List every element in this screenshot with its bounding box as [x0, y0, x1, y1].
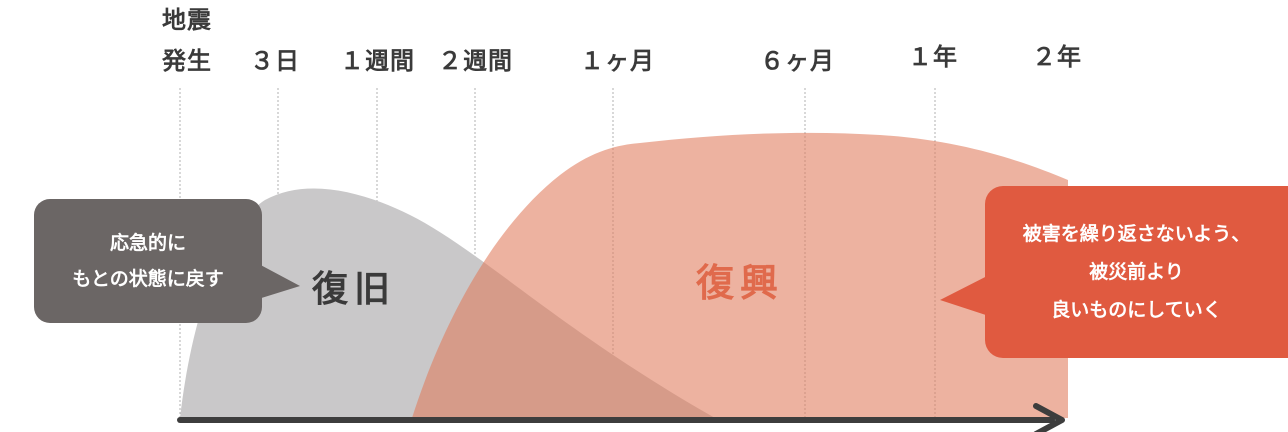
right-callout-pointer: [940, 272, 995, 318]
time-tick-label: １週間: [340, 47, 415, 75]
time-tick-label: 地震: [162, 6, 212, 34]
right-callout: 被害を繰り返さないよう、 被災前より 良いものにしていく: [985, 186, 1288, 358]
right-callout-line: 被害を繰り返さないよう、: [1022, 223, 1251, 245]
left-callout: 応急的に もとの状態に戻す: [34, 199, 262, 323]
time-tick-label: 発生: [162, 47, 212, 75]
reconstruction-label: 復興: [696, 261, 785, 305]
time-axis-arrowhead: [1033, 403, 1065, 432]
right-callout-line: 良いものにしていく: [1051, 299, 1222, 321]
time-tick-label: ２年: [1032, 43, 1082, 71]
left-callout-line: もとの状態に戻す: [72, 268, 224, 290]
time-tick-label: １ヶ月: [580, 47, 655, 75]
left-callout-line: 応急的に: [109, 232, 186, 254]
time-tick-label: １年: [908, 43, 958, 71]
left-callout-pointer: [255, 262, 300, 300]
time-tick-label: ６ヶ月: [760, 47, 835, 75]
right-callout-line: 被災前より: [1089, 261, 1184, 283]
recovery-label: 復旧: [312, 269, 397, 310]
time-tick-label: ２週間: [438, 47, 513, 75]
time-tick-label: ３日: [250, 47, 300, 75]
reconstruction-area: [412, 132, 1068, 418]
